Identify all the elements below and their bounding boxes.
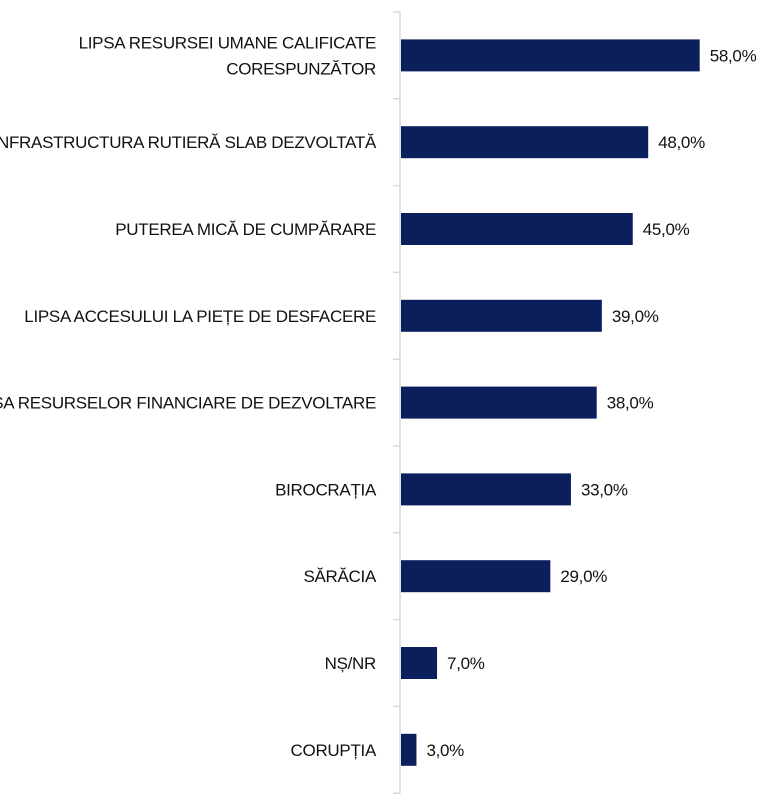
data-label: 58,0% xyxy=(710,46,757,65)
bar xyxy=(401,39,700,72)
category-label: CORUPȚIA xyxy=(291,741,377,760)
data-label: 39,0% xyxy=(612,307,659,326)
data-label: 38,0% xyxy=(607,394,654,413)
axis-layer xyxy=(393,11,401,794)
category-label: NȘ/NR xyxy=(325,654,376,673)
category-label: PUTEREA MICĂ DE CUMPĂRARE xyxy=(115,220,376,239)
data-label: 3,0% xyxy=(426,741,464,760)
bars-layer xyxy=(401,39,700,766)
bar xyxy=(401,386,597,419)
category-label: INFRASTRUCTURA RUTIERĂ SLAB DEZVOLTATĂ xyxy=(0,133,377,152)
data-label: 45,0% xyxy=(643,220,690,239)
category-label: BIROCRAȚIA xyxy=(275,480,377,499)
bar xyxy=(401,126,649,159)
category-label: SĂRĂCIA xyxy=(303,567,376,586)
bar xyxy=(401,647,438,679)
bar xyxy=(401,733,417,766)
data-label: 48,0% xyxy=(658,133,705,152)
bar xyxy=(401,560,551,593)
bar xyxy=(401,299,602,332)
bar xyxy=(401,473,571,506)
category-label: LIPSA RESURSEI UMANE CALIFICATE CORESPUNZ… xyxy=(79,33,376,78)
labels-layer: 58,0% LIPSA RESURSEI UMANE CALIFICATE CORE… xyxy=(0,33,757,759)
category-label: LIPSA ACCESULUI LA PIEȚE DE DESFACERE xyxy=(24,307,376,326)
data-label: 29,0% xyxy=(560,567,607,586)
bar xyxy=(401,213,633,245)
data-label: 7,0% xyxy=(447,654,485,673)
category-label: LIPSA RESURSELOR FINANCIARE DE DEZVOLTAR… xyxy=(0,394,376,413)
data-label: 33,0% xyxy=(581,480,628,499)
